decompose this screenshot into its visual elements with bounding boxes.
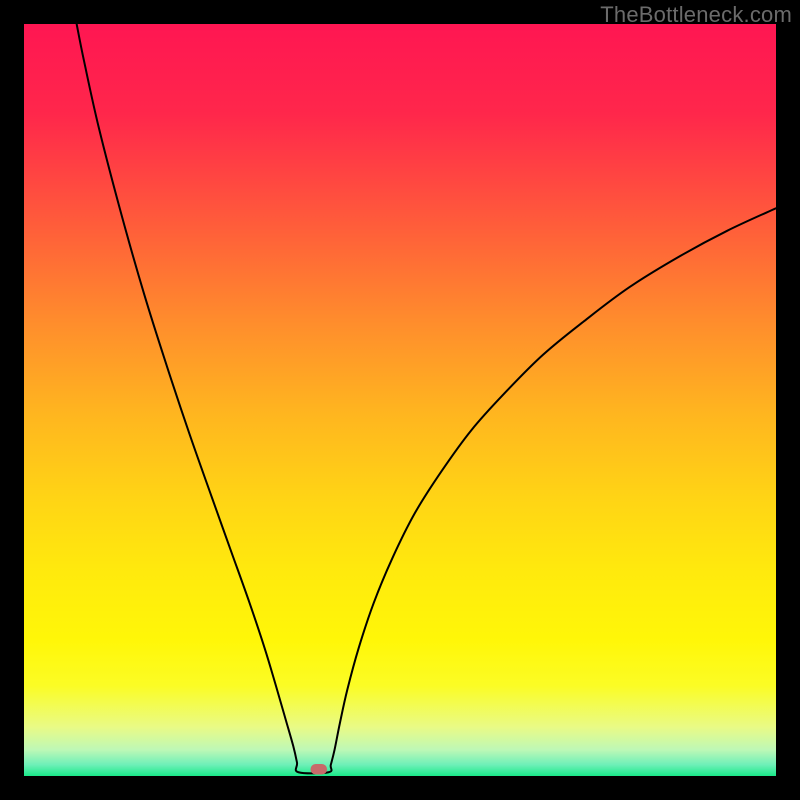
optimal-marker	[311, 764, 328, 775]
bottleneck-chart	[0, 0, 800, 800]
chart-container: TheBottleneck.com	[0, 0, 800, 800]
watermark-text: TheBottleneck.com	[600, 2, 792, 28]
plot-background	[24, 24, 776, 776]
